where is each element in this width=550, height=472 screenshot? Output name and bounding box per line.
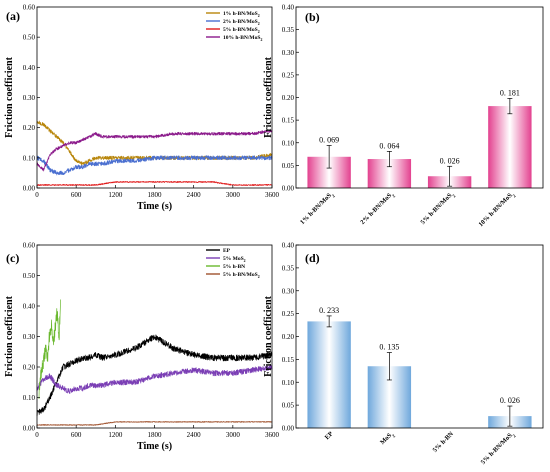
y-tick-label: 0.60: [23, 242, 36, 250]
y-tick-label: 0.30: [282, 287, 295, 295]
panel-label: (b): [305, 10, 320, 24]
y-axis-title: Friction coefficient: [4, 295, 15, 376]
series-line-1: [36, 334, 273, 416]
category-label: 10% h-BN/MoS2: [477, 190, 516, 229]
y-tick-label: 0.00: [23, 185, 36, 193]
x-tick-label: 1200: [108, 191, 123, 199]
y-tick-label: 0.10: [23, 154, 36, 162]
panel-c-line-chart: 0.00 0.10 0.20 0.30 0.40 0.50 0.60 0 600 1200 1800…: [4, 242, 280, 453]
series-line-3: [38, 299, 61, 400]
category-label: MoS2: [379, 430, 396, 447]
category-label: 2% h-BN/MoS2: [359, 190, 396, 227]
x-tick-label: 2400: [187, 431, 202, 439]
panel-d-bar-chart: 0. 233 EP 0. 135 MoS2 5% h-BN 0. 026 5% h-BN/M…: [263, 242, 544, 467]
legend-entry: 10% h-BN/MoS2: [223, 35, 262, 42]
panel-label: (d): [305, 251, 320, 265]
y-tick-label: 0.35: [282, 26, 295, 34]
data-label: 0. 233: [319, 306, 339, 315]
x-tick-label: 3600: [265, 191, 280, 199]
y-tick-label: 0.20: [23, 364, 36, 372]
y-tick-label: 0.10: [282, 379, 295, 387]
panel-b-bar-chart: 0. 069 1% h-BN/MoS2 0. 064 2% h-BN/MoS2 0. 0…: [263, 4, 544, 229]
series-line-2: [36, 155, 273, 176]
y-tick-label: 0.20: [282, 333, 295, 341]
x-tick-label: 3000: [226, 431, 241, 439]
y-axis-title: Friction coefficient: [4, 56, 15, 137]
category-label: 5% h-BN/MoS2: [419, 190, 456, 227]
y-tick-label: 0.05: [282, 402, 295, 410]
series-line-4: [36, 421, 273, 426]
y-tick-label: 0.25: [282, 71, 295, 79]
category-label: 5% h-BN: [432, 430, 456, 454]
y-tick-label: 0.25: [282, 310, 295, 318]
x-tick-label: 3600: [265, 431, 280, 439]
y-axis-title: Friction coefficient: [263, 56, 274, 137]
y-tick-label: 0.35: [282, 264, 295, 272]
y-tick-label: 0.30: [282, 49, 295, 57]
y-tick-label: 0.10: [23, 394, 36, 402]
y-tick-label: 0.10: [282, 139, 295, 147]
y-tick-label: 0.50: [23, 272, 36, 280]
x-tick-label: 1800: [148, 431, 163, 439]
series-line-3: [36, 181, 273, 186]
y-tick-label: 0.30: [23, 94, 36, 102]
x-tick-label: 2400: [187, 191, 202, 199]
y-tick-label: 0.20: [282, 94, 295, 102]
panel-label: (c): [6, 251, 19, 265]
y-tick-label: 0.00: [282, 425, 295, 433]
x-tick-label: 1800: [148, 191, 163, 199]
y-tick-label: 0.40: [23, 64, 36, 72]
x-tick-label: 0: [35, 191, 39, 199]
y-tick-label: 0.60: [23, 4, 36, 12]
category-label: 5% h-BN/MoS2: [480, 430, 517, 467]
y-tick-label: 0.00: [282, 185, 295, 193]
x-axis-title: Time (s): [137, 441, 172, 452]
y-tick-label: 0.15: [282, 117, 295, 125]
y-tick-label: 0.20: [23, 124, 36, 132]
y-tick-label: 0.30: [23, 333, 36, 341]
data-label: 0. 135: [379, 343, 399, 352]
y-tick-label: 0.40: [282, 4, 295, 12]
x-tick-label: 3000: [226, 191, 241, 199]
x-tick-label: 1200: [108, 431, 123, 439]
legend-entry: 1% h-BN/MoS2: [223, 11, 260, 18]
series-line-4: [36, 129, 273, 172]
bar-4: [488, 106, 532, 188]
x-axis-title: Time (s): [137, 201, 172, 212]
legend-entry: 5% h-BN/MoS2: [223, 27, 260, 34]
y-tick-label: 0.40: [282, 242, 295, 250]
x-tick-label: 600: [71, 431, 82, 439]
legend-entry: 5% h-BN/MoS2: [223, 272, 260, 279]
legend-entry: 5% MoS2: [223, 256, 246, 263]
y-tick-label: 0.05: [282, 162, 295, 170]
legend-entry: 2% h-BN/MoS2: [223, 19, 260, 26]
data-label: 0. 181: [500, 88, 520, 97]
data-label: 0. 064: [379, 141, 399, 150]
y-tick-label: 0.40: [23, 303, 36, 311]
data-label: 0. 026: [440, 156, 460, 165]
panel-label: (a): [6, 9, 20, 23]
panel-a-line-chart: 0.00 0.10 0.20 0.30 0.40 0.50 0.60 0 600 1200 1800…: [4, 4, 280, 213]
bar-1: [307, 321, 351, 428]
series-line-2: [36, 364, 273, 394]
legend-entry: EP: [223, 248, 231, 254]
category-label: 1% h-BN/MoS2: [299, 190, 336, 227]
y-tick-label: 0.00: [23, 425, 36, 433]
y-tick-label: 0.15: [282, 356, 295, 364]
data-label: 0. 026: [500, 396, 520, 405]
x-tick-label: 0: [35, 431, 39, 439]
x-tick-label: 600: [71, 191, 82, 199]
data-label: 0. 069: [319, 135, 339, 144]
category-label: EP: [324, 430, 335, 441]
legend-entry: 5% h-BN: [223, 264, 245, 270]
y-axis-title: Friction coefficient: [263, 295, 274, 376]
y-tick-label: 0.50: [23, 34, 36, 42]
